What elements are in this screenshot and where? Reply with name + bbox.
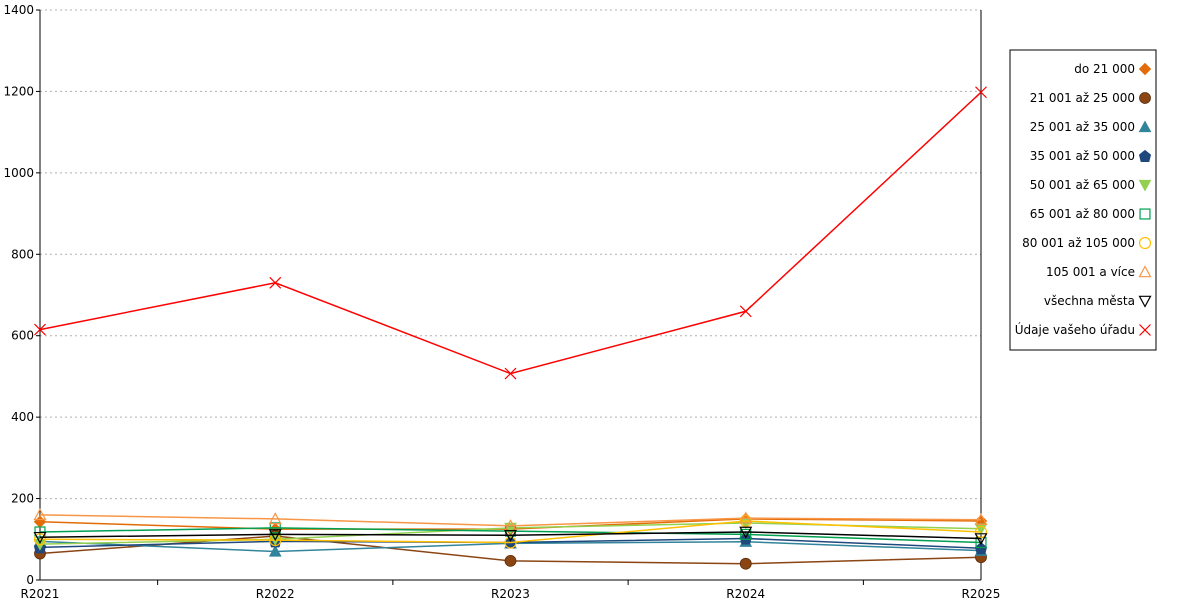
x-tick-label: R2022 xyxy=(256,587,295,600)
legend-label: 65 001 až 80 000 xyxy=(1030,207,1135,221)
data-point xyxy=(268,512,282,525)
data-point xyxy=(33,533,47,546)
data-point xyxy=(739,514,752,528)
data-point xyxy=(974,533,988,546)
data-point xyxy=(504,554,517,567)
legend-marker xyxy=(1138,265,1152,278)
series-line xyxy=(39,514,982,527)
legend-marker xyxy=(1138,120,1152,133)
legend-marker xyxy=(1139,208,1151,220)
legend-marker xyxy=(1138,295,1152,308)
legend-marker xyxy=(1138,179,1152,192)
legend-label: 21 001 až 25 000 xyxy=(1030,91,1135,105)
x-tick-label: R2025 xyxy=(962,587,1001,600)
legend-label: 80 001 až 105 000 xyxy=(1022,236,1135,250)
legend-label: 35 001 až 50 000 xyxy=(1030,149,1135,163)
y-tick-label: 1200 xyxy=(3,84,34,98)
data-point xyxy=(739,305,752,318)
y-tick-label: 0 xyxy=(26,573,34,587)
series-8 xyxy=(33,526,988,546)
gridlines xyxy=(40,9,981,500)
data-point xyxy=(268,529,282,542)
data-point xyxy=(504,367,517,380)
x-tick-label: R2023 xyxy=(491,587,530,600)
legend-marker xyxy=(1138,149,1152,162)
data-point xyxy=(33,515,47,528)
data-point xyxy=(974,525,988,539)
legend-marker xyxy=(1139,324,1151,336)
y-tick-label: 600 xyxy=(11,329,34,343)
series-lines xyxy=(33,86,988,570)
legend-label: 25 001 až 35 000 xyxy=(1030,120,1135,134)
series-line xyxy=(39,520,982,544)
series-6 xyxy=(33,514,988,549)
legend-marker xyxy=(1138,62,1152,76)
y-tick-label: 400 xyxy=(11,410,34,424)
legend-label: Údaje vašeho úřadu xyxy=(1015,322,1135,337)
series-line xyxy=(39,91,982,375)
axes: 0 200 400 600 800 1000 1200 1400 R2021 R2022 R2023… xyxy=(3,3,1000,600)
y-tick-label: 1400 xyxy=(3,3,34,17)
data-point xyxy=(33,531,47,545)
legend-marker xyxy=(1139,92,1151,104)
data-point xyxy=(269,522,281,534)
data-point xyxy=(33,508,47,521)
data-point xyxy=(269,276,282,289)
x-tick-label: R2024 xyxy=(726,587,765,600)
data-point xyxy=(503,529,518,542)
series-line xyxy=(39,527,982,544)
y-tick-label: 200 xyxy=(11,492,34,506)
data-point xyxy=(268,544,282,557)
data-point xyxy=(34,323,46,336)
y-tick-label: 1000 xyxy=(3,166,34,180)
legend-label: 105 001 a více xyxy=(1046,265,1135,279)
y-tick-label: 800 xyxy=(11,247,34,261)
data-point xyxy=(739,526,753,539)
legend-marker xyxy=(1138,236,1152,250)
series-9 xyxy=(34,86,987,380)
data-point xyxy=(739,557,752,570)
legend-label: do 21 000 xyxy=(1074,62,1135,76)
legend-label: všechna města xyxy=(1044,294,1135,308)
data-point xyxy=(504,536,517,549)
legend-box xyxy=(1009,49,1157,351)
data-point xyxy=(739,511,753,524)
legend: do 21 000 21 001 až 25 000 25 001 až 35 00… xyxy=(1009,49,1157,351)
data-point xyxy=(740,528,752,540)
data-point xyxy=(975,86,987,99)
data-point xyxy=(974,512,988,526)
x-tick-label: R2021 xyxy=(21,587,60,600)
series-line xyxy=(39,531,982,540)
legend-label: 50 001 až 65 000 xyxy=(1030,178,1135,192)
series-7 xyxy=(33,508,988,532)
